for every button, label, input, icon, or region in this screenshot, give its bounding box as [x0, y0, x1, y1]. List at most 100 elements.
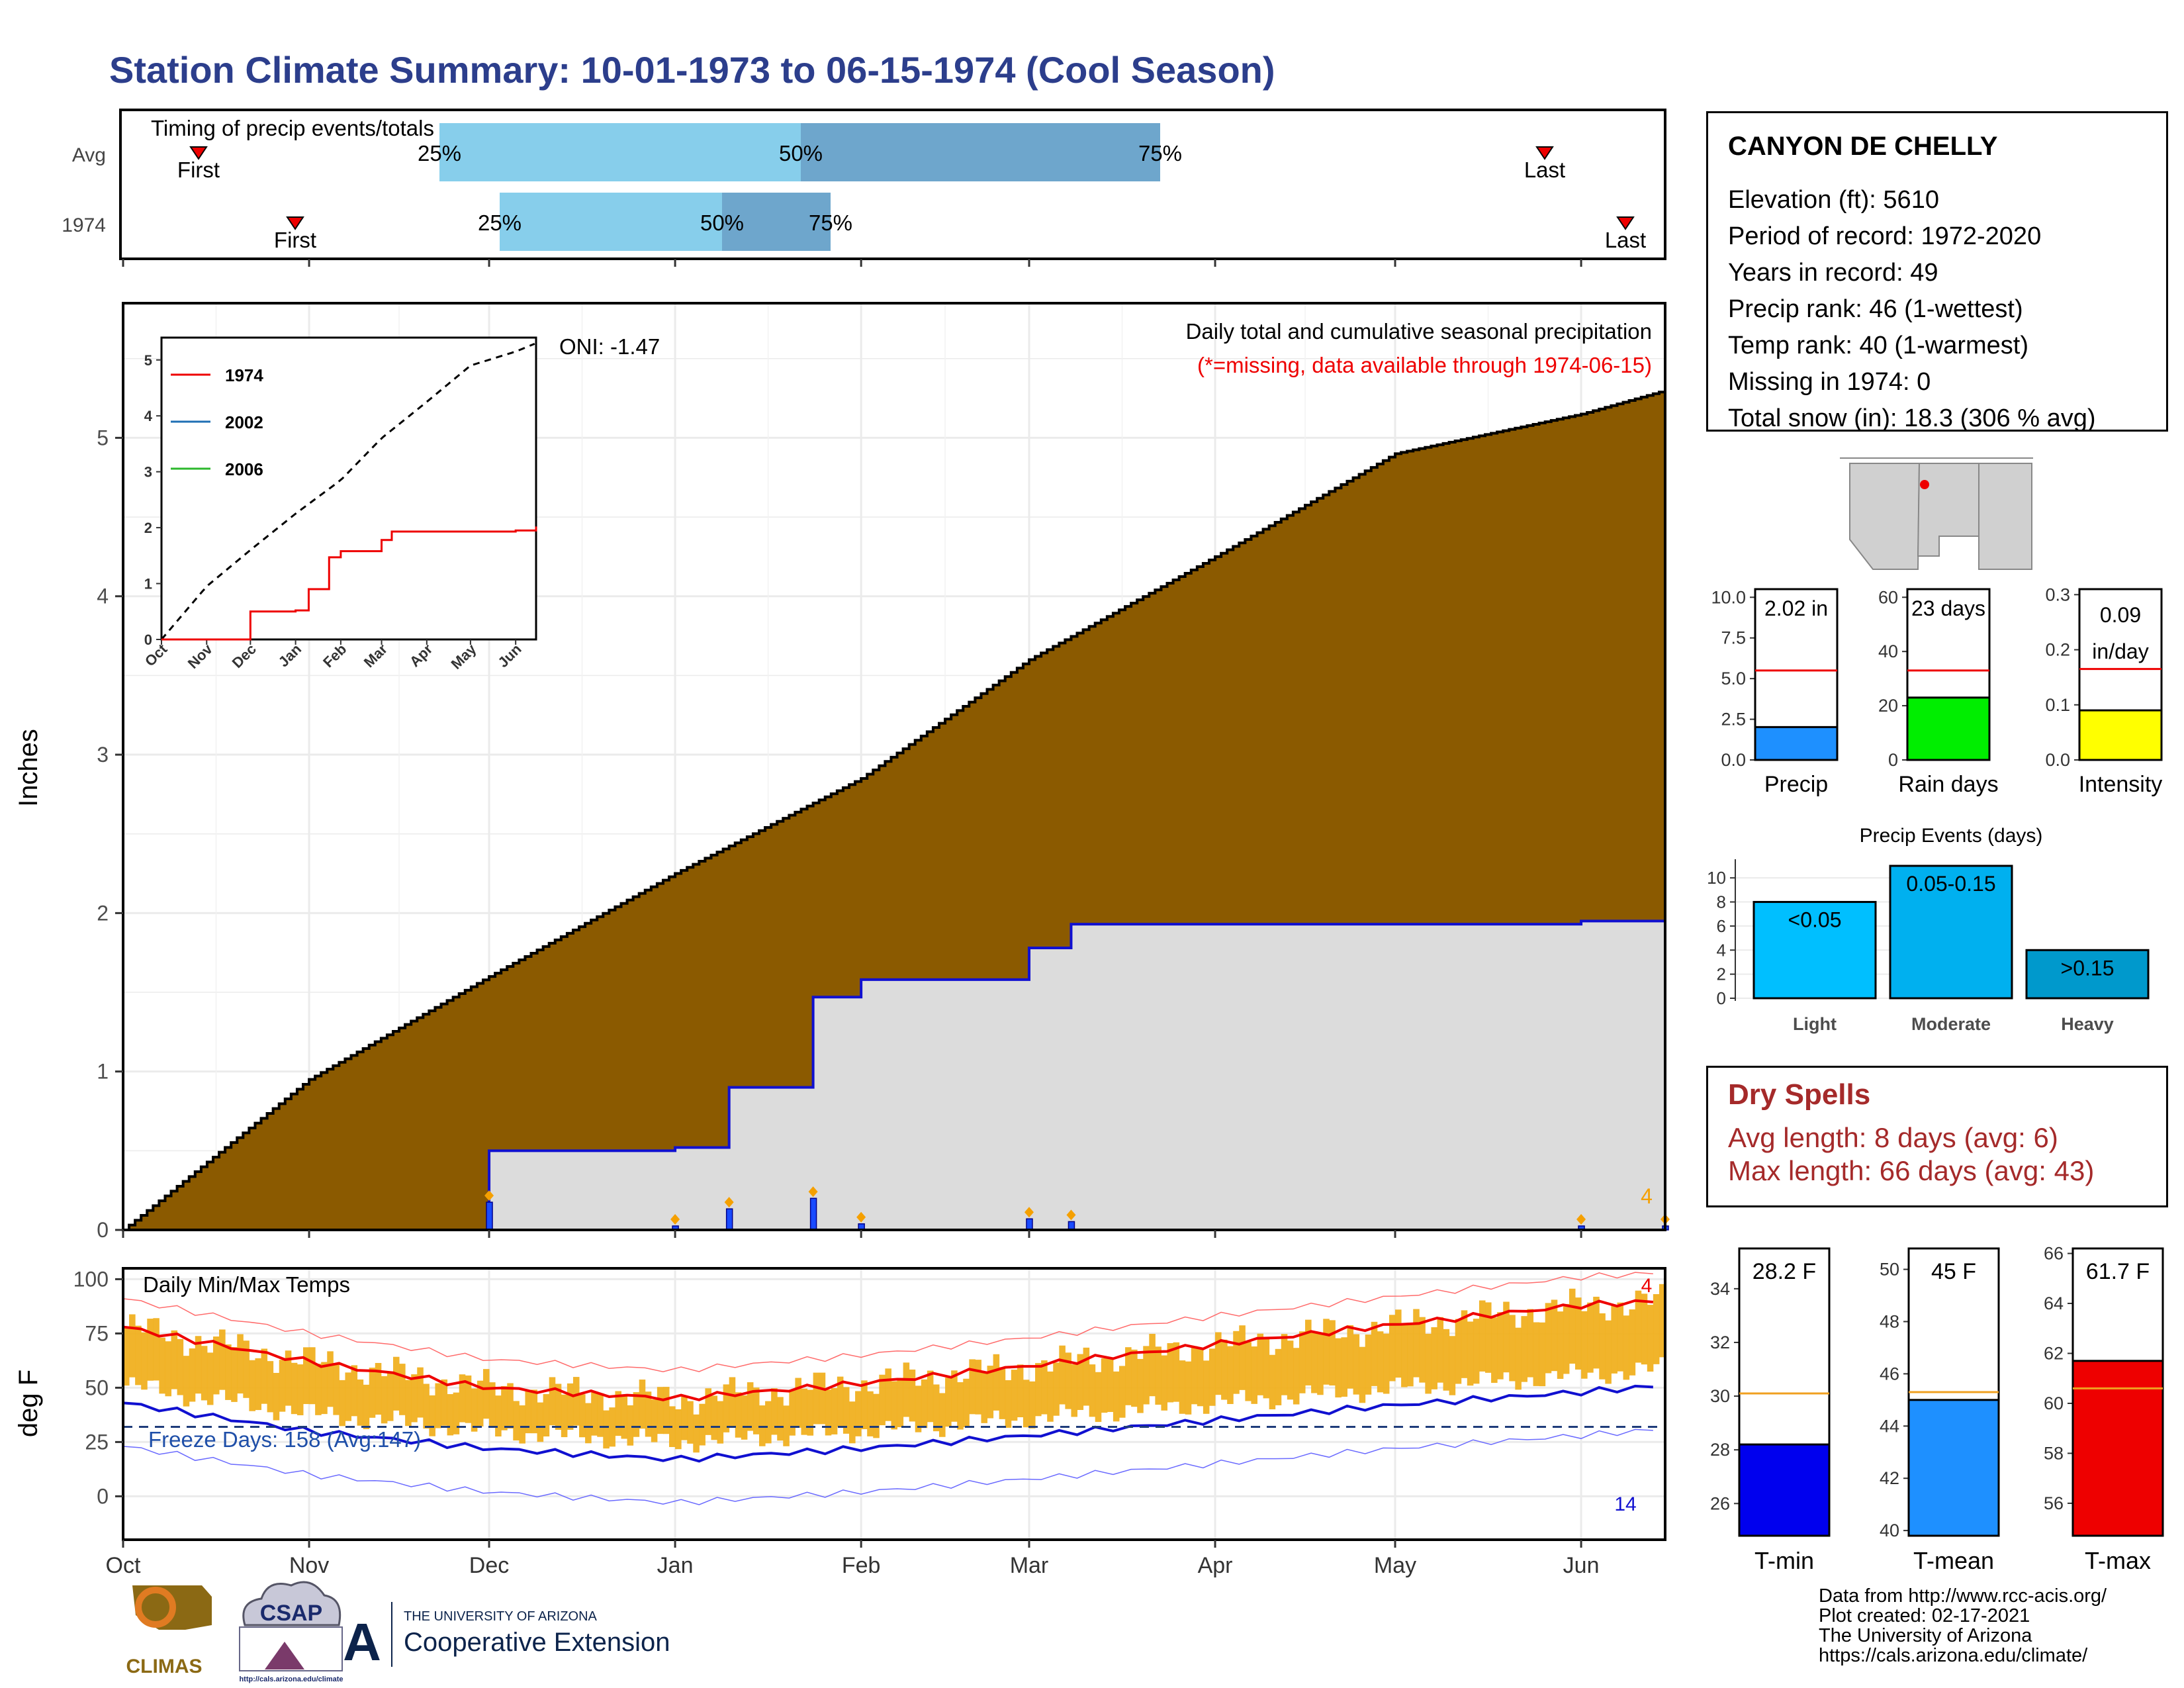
csap-logo-text: CSAP	[260, 1601, 322, 1626]
temp-range-bar	[1005, 1380, 1012, 1428]
temp-y-ticks: 0 25 50 75 100	[73, 1267, 123, 1508]
mini-ytick-label: 10.0	[1711, 587, 1746, 607]
temp-range-bar	[315, 1364, 322, 1415]
temp-range-bar	[183, 1356, 190, 1407]
temp-range-bar	[153, 1318, 159, 1381]
temp-range-bar	[1545, 1303, 1552, 1374]
precip-ytick-label: 3	[97, 743, 109, 767]
temp-range-bar	[1245, 1342, 1251, 1401]
temp-range-bar	[777, 1397, 784, 1441]
temp-range-bar	[435, 1383, 442, 1429]
station-line-precip-rank: Precip rank: 46 (1-wettest)	[1728, 295, 2023, 323]
temp-range-bar	[933, 1384, 940, 1432]
temp-range-bar	[1623, 1315, 1630, 1380]
temp-lo-count: 14	[1614, 1493, 1636, 1515]
temp-range-bar	[1581, 1311, 1588, 1379]
station-line-temp-rank: Temp rank: 40 (1-warmest)	[1728, 332, 2029, 359]
temp-range-bar	[357, 1379, 364, 1426]
temp-range-bar	[1155, 1346, 1161, 1405]
temp-value-bar	[1738, 1443, 1831, 1537]
avg-p75-label: 75%	[1138, 141, 1182, 165]
mini-ytick-label: 5.0	[1721, 669, 1746, 688]
station-info-box: CANYON DE CHELLY Elevation (ft): 5610 Pe…	[1706, 111, 2168, 432]
temp-range-bar	[212, 1336, 220, 1395]
dry-spells-box: Dry Spells Avg length: 8 days (avg: 6) M…	[1706, 1066, 2168, 1207]
temp-bar-ytick-label: 66	[2044, 1244, 2064, 1264]
mini-ytick-label: 20	[1878, 696, 1898, 716]
temp-range-bar	[945, 1378, 952, 1427]
temp-range-bar	[1233, 1331, 1240, 1394]
inset-ytick-label: 1	[144, 576, 152, 592]
temp-range-bar	[861, 1380, 868, 1430]
temp-bar-ytick-label: 56	[2044, 1493, 2064, 1513]
station-line-elevation: Elevation (ft): 5610	[1728, 186, 1939, 214]
temp-range-bar	[1131, 1349, 1138, 1407]
temp-range-bar	[1137, 1358, 1144, 1413]
temp-range-bar	[1635, 1290, 1642, 1363]
temp-range-bar	[1107, 1357, 1114, 1413]
temp-range-bar	[147, 1319, 154, 1381]
dry-max-length: Max length: 66 days (avg: 43)	[1728, 1155, 2095, 1186]
temp-ylabel: deg F	[14, 1370, 43, 1437]
events-category-label: Moderate	[1911, 1014, 1991, 1034]
temp-range-bar	[165, 1341, 172, 1397]
mini-ytick-label: 2.5	[1721, 710, 1746, 729]
temp-range-bar	[639, 1380, 646, 1429]
temp-range-bar	[615, 1391, 621, 1436]
temp-range-bar	[621, 1395, 628, 1439]
month-label: Jan	[657, 1553, 694, 1578]
temp-value-text: 61.7 F	[2086, 1259, 2150, 1284]
temp-range-bar	[567, 1383, 574, 1430]
snow-marker	[484, 1190, 494, 1201]
temp-range-bar	[681, 1395, 688, 1440]
temp-range-bar	[1473, 1319, 1480, 1384]
current-last-label: Last	[1605, 228, 1646, 252]
temp-range-bar	[999, 1367, 1006, 1419]
events-category-label: Heavy	[2061, 1014, 2114, 1034]
legend-2002: 2002	[225, 412, 263, 432]
temp-frame	[122, 1267, 1666, 1541]
temp-range-bar	[351, 1365, 358, 1417]
temp-ytick-label: 100	[73, 1267, 109, 1291]
temp-range-bar	[1341, 1337, 1347, 1397]
temp-range-bar	[1437, 1317, 1444, 1383]
temp-range-bar	[1629, 1309, 1636, 1376]
temp-range-bar	[1455, 1319, 1462, 1384]
temp-range-bar	[1071, 1364, 1078, 1417]
inset-ytick-label: 0	[144, 632, 152, 648]
csap-url: http://cals.arizona.edu/climate	[239, 1675, 343, 1683]
temp-range-bar	[729, 1377, 736, 1428]
temp-content	[122, 1272, 1666, 1505]
month-label: May	[1374, 1553, 1416, 1578]
events-ytick-label: 6	[1717, 916, 1726, 936]
temp-range-bar	[129, 1314, 136, 1378]
temp-range-bar	[1605, 1320, 1612, 1384]
temp-range-bar	[1047, 1371, 1054, 1422]
temp-range-bar	[1503, 1301, 1510, 1373]
timing-panel: Timing of precip events/totals Avg 1974 …	[62, 109, 1666, 267]
temp-range-bar	[543, 1394, 550, 1436]
inset-avg-line	[160, 342, 535, 640]
temp-range-bar	[441, 1379, 448, 1426]
temp-value-text: 45 F	[1931, 1259, 1976, 1284]
current-p25-label: 25%	[478, 211, 522, 235]
temp-range-bar	[837, 1376, 844, 1427]
temp-bar-ytick-label: 40	[1880, 1521, 1899, 1540]
temp-range-bar	[1347, 1325, 1354, 1389]
temp-range-bar	[525, 1389, 531, 1434]
temp-range-bar	[909, 1369, 916, 1422]
temp-range-bar	[1095, 1372, 1102, 1423]
temp-range-bar	[1125, 1347, 1132, 1405]
temp-bar-ytick-label: 30	[1710, 1386, 1730, 1406]
timing-month-ticks	[122, 259, 1582, 267]
temp-range-bar	[1275, 1348, 1282, 1405]
temp-panel: 0 25 50 75 100 deg F Daily Min/Max Temps Fre…	[14, 1230, 1666, 1578]
temp-range-bar	[1089, 1364, 1096, 1417]
temp-range-bar	[171, 1330, 178, 1389]
events-bar	[1752, 901, 1877, 1000]
temp-range-bar	[1443, 1329, 1450, 1391]
temp-range-bar	[321, 1362, 328, 1415]
dry-avg-length: Avg length: 8 days (avg: 6)	[1728, 1122, 2058, 1153]
csap-logo: CSAP http://cals.arizona.edu/climate	[239, 1581, 343, 1683]
temp-range-bar	[339, 1380, 345, 1427]
